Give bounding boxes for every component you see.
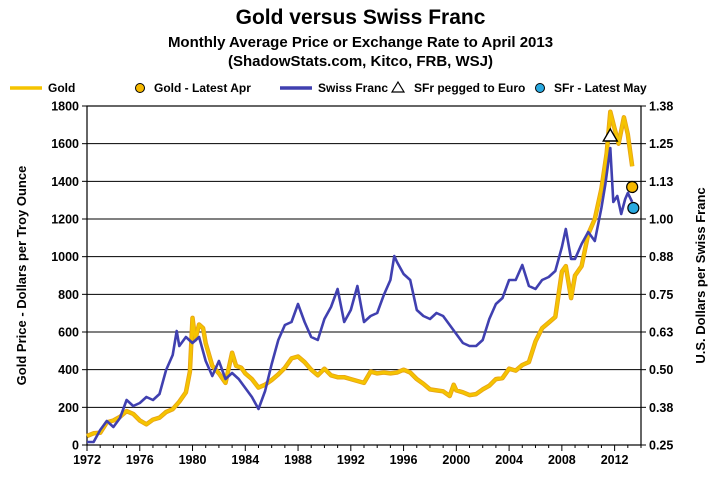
gold-latest-marker: [626, 180, 639, 194]
sfr-latest-marker: [627, 201, 640, 215]
y-tick-label-left: 1200: [51, 213, 79, 227]
x-tick-label: 1996: [390, 453, 418, 467]
y-tick-label-right: 0.75: [649, 288, 673, 302]
x-tick-label: 1984: [231, 453, 259, 467]
y-tick-label-left: 1600: [51, 137, 79, 151]
legend-label: Swiss Franc: [318, 81, 388, 95]
x-tick-label: 2012: [601, 453, 629, 467]
y-tick-label-right: 0.88: [649, 250, 673, 264]
legend-swatch: [390, 80, 406, 93]
gold-series-line: [86, 110, 634, 438]
y-tick-label-right: 0.63: [649, 326, 673, 340]
y-tick-label-left: 200: [58, 401, 79, 415]
swiss-franc-series-line: [87, 146, 634, 444]
x-tick-label: 2008: [548, 453, 576, 467]
x-tick-label: 1992: [337, 453, 365, 467]
y-axis-label-left: Gold Price - Dollars per Troy Ounce: [14, 166, 29, 386]
sfr-pegged-marker: [602, 127, 619, 142]
y-tick-label-right: 1.38: [649, 100, 673, 114]
y-axis-label-right: U.S. Dollars per Swiss Franc: [693, 187, 708, 363]
plot-area: [86, 105, 642, 446]
chart-subtitle-2: (ShadowStats.com, Kitco, FRB, WSJ): [227, 53, 494, 70]
chart-subtitle-1: Monthly Average Price or Exchange Rate t…: [167, 34, 554, 51]
y-tick-label-left: 1800: [51, 100, 79, 114]
x-tick-label: 1980: [179, 453, 207, 467]
x-tick-label: 2000: [442, 453, 470, 467]
legend-label: SFr - Latest May: [554, 81, 647, 95]
y-tick-label-left: 800: [58, 288, 79, 302]
legend-label: SFr pegged to Euro: [414, 81, 525, 95]
y-tick-label-right: 1.25: [649, 137, 673, 151]
y-tick-label-left: 1000: [51, 250, 79, 264]
y-tick-label-left: 0: [72, 439, 79, 453]
x-tick-label: 2004: [495, 453, 523, 467]
y-tick-label-left: 400: [58, 363, 79, 377]
legend-label: Gold: [48, 81, 75, 95]
y-tick-label-right: 0.50: [649, 363, 673, 377]
x-tick-label: 1976: [126, 453, 154, 467]
x-tick-label: 1972: [73, 453, 101, 467]
y-tick-label-left: 1400: [51, 175, 79, 189]
y-tick-label-left: 600: [58, 326, 79, 340]
y-tick-label-right: 0.38: [649, 401, 673, 415]
legend-swatch: [135, 83, 145, 93]
y-tick-label-right: 1.13: [649, 175, 673, 189]
chart-title: Gold versus Swiss Franc: [235, 6, 486, 29]
y-tick-label-right: 0.25: [649, 439, 673, 453]
legend-label: Gold - Latest Apr: [154, 81, 251, 95]
legend-swatch: [535, 83, 545, 93]
x-tick-label: 1988: [284, 453, 312, 467]
y-tick-label-right: 1.00: [649, 213, 673, 227]
